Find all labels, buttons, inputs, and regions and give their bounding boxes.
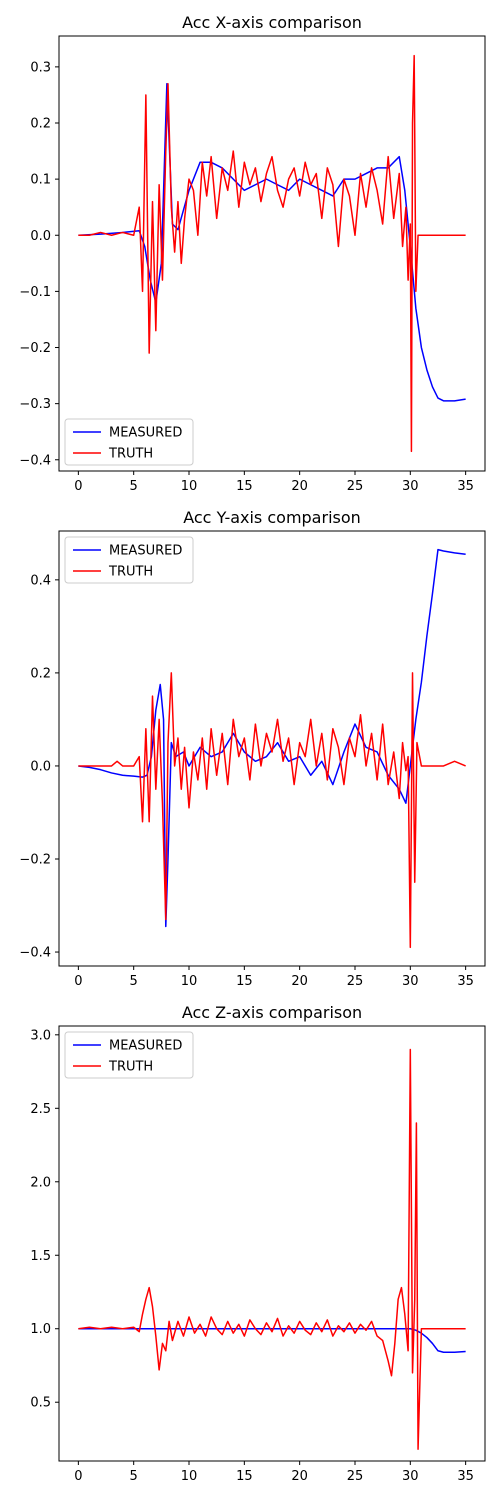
x-tick-label: 35 bbox=[457, 974, 474, 989]
y-tick-label: 3.0 bbox=[30, 1028, 51, 1043]
y-tick-label: 0.3 bbox=[30, 60, 51, 75]
x-tick-label: 35 bbox=[457, 1469, 474, 1484]
legend-label-truth: TRUTH bbox=[108, 447, 153, 462]
legend-label-measured: MEASURED bbox=[109, 1039, 182, 1054]
axes-frame bbox=[58, 35, 486, 472]
x-tick-label: 5 bbox=[130, 974, 138, 989]
y-tick-label: 0.2 bbox=[30, 117, 51, 132]
chart-panel-3: Acc Z-axis comparison 0 5 10 15 20 25 30 35 0.5 1.… bbox=[30, 1003, 486, 1484]
y-tick-label: 0.0 bbox=[30, 229, 51, 244]
x-tick-label: 30 bbox=[402, 974, 419, 989]
y-tick-label: −0.1 bbox=[19, 285, 51, 300]
y-tick-label: 0.4 bbox=[30, 573, 51, 588]
x-tick-label: 25 bbox=[347, 974, 364, 989]
x-tick-label: 0 bbox=[74, 1469, 82, 1484]
x-tick-label: 15 bbox=[236, 974, 253, 989]
y-tick-label: 1.5 bbox=[30, 1249, 51, 1264]
y-tick-label: 0.1 bbox=[30, 173, 51, 188]
x-tick-label: 15 bbox=[236, 1469, 253, 1484]
y-tick-label: 0.5 bbox=[30, 1396, 51, 1411]
chart-title: Acc Y-axis comparison bbox=[183, 508, 361, 527]
legend: MEASURED TRUTH bbox=[64, 536, 194, 584]
y-tick-label: 2.5 bbox=[30, 1102, 51, 1117]
x-tick-label: 15 bbox=[236, 479, 253, 494]
legend: MEASURED TRUTH bbox=[64, 418, 194, 466]
x-tick-label: 30 bbox=[402, 1469, 419, 1484]
series-line-truth bbox=[78, 672, 466, 949]
x-tick-label: 10 bbox=[181, 1469, 198, 1484]
y-tick-label: −0.4 bbox=[19, 946, 51, 961]
series-line-measured bbox=[78, 548, 466, 928]
legend-label-truth: TRUTH bbox=[108, 1060, 153, 1075]
chart-panel-2: Acc Y-axis comparison 0 5 10 15 20 25 30 35 −0.4 −… bbox=[19, 508, 486, 989]
axes-frame bbox=[58, 1025, 486, 1462]
series-line-measured bbox=[78, 82, 466, 402]
x-tick-label: 5 bbox=[130, 1469, 138, 1484]
x-tick-label: 25 bbox=[347, 479, 364, 494]
legend-label-measured: MEASURED bbox=[109, 544, 182, 559]
legend: MEASURED TRUTH bbox=[64, 1031, 194, 1079]
series-line-truth bbox=[78, 54, 466, 453]
chart-panel-1: Acc X-axis comparison 0 5 10 15 20 25 30 35 −0.4 −… bbox=[19, 13, 486, 494]
axes-frame bbox=[58, 530, 486, 967]
y-tick-label: 0.2 bbox=[30, 666, 51, 681]
x-tick-label: 30 bbox=[402, 479, 419, 494]
y-tick-label: −0.2 bbox=[19, 852, 51, 867]
x-tick-label: 25 bbox=[347, 1469, 364, 1484]
chart-title: Acc X-axis comparison bbox=[182, 13, 362, 32]
chart-title: Acc Z-axis comparison bbox=[182, 1003, 362, 1022]
x-tick-label: 10 bbox=[181, 479, 198, 494]
y-tick-label: 1.0 bbox=[30, 1322, 51, 1337]
legend-label-truth: TRUTH bbox=[108, 565, 153, 580]
legend-label-measured: MEASURED bbox=[109, 426, 182, 441]
x-tick-label: 10 bbox=[181, 974, 198, 989]
y-tick-label: −0.2 bbox=[19, 341, 51, 356]
series-line-truth bbox=[78, 1048, 466, 1450]
y-tick-label: −0.4 bbox=[19, 453, 51, 468]
x-tick-label: 0 bbox=[74, 974, 82, 989]
y-tick-label: 2.0 bbox=[30, 1175, 51, 1190]
series-line-measured bbox=[78, 1327, 466, 1353]
y-tick-label: 0.0 bbox=[30, 759, 51, 774]
x-tick-label: 5 bbox=[130, 479, 138, 494]
x-tick-label: 20 bbox=[291, 974, 308, 989]
x-tick-label: 20 bbox=[291, 479, 308, 494]
x-tick-label: 20 bbox=[291, 1469, 308, 1484]
x-tick-label: 0 bbox=[74, 479, 82, 494]
y-tick-label: −0.3 bbox=[19, 397, 51, 412]
x-tick-label: 35 bbox=[457, 479, 474, 494]
